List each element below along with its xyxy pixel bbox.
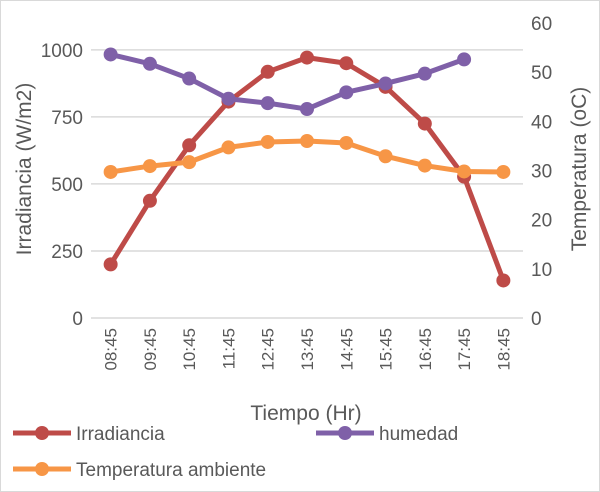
data-point xyxy=(221,91,236,106)
x-tick-label: 11:45 xyxy=(219,328,238,369)
x-tick-label: 16:45 xyxy=(416,328,435,371)
x-tick-label: 12:45 xyxy=(259,328,278,371)
data-point xyxy=(221,140,236,155)
data-point xyxy=(417,116,432,131)
data-point xyxy=(378,76,393,91)
data-point xyxy=(457,164,472,179)
data-point xyxy=(103,164,118,179)
data-point xyxy=(417,158,432,173)
legend-label: Irradiancia xyxy=(76,424,165,445)
y-tick-label-left: 250 xyxy=(51,242,83,263)
data-point xyxy=(496,164,511,179)
y-axis-title-right: Temperatura (oC) xyxy=(568,87,591,252)
data-point xyxy=(260,134,275,149)
data-point xyxy=(103,257,118,272)
data-point xyxy=(339,135,354,150)
data-point xyxy=(378,149,393,164)
x-tick-label: 18:45 xyxy=(494,328,513,371)
data-point xyxy=(260,64,275,79)
y-tick-label-left: 1000 xyxy=(41,41,83,62)
data-point xyxy=(496,273,511,288)
legend-marker xyxy=(338,426,352,440)
x-tick-label: 10:45 xyxy=(180,328,199,371)
y-tick-label-right: 0 xyxy=(531,309,542,330)
series-line-humedad xyxy=(110,52,465,112)
data-point xyxy=(339,56,354,71)
legend-marker xyxy=(35,462,49,476)
y-axis-title-left: Irradiancia (W/m2) xyxy=(13,83,36,256)
x-tick-label: 08:45 xyxy=(102,328,121,371)
x-tick-label: 15:45 xyxy=(377,328,396,371)
data-point xyxy=(260,96,275,111)
y-tick-label-right: 30 xyxy=(531,162,552,183)
data-point xyxy=(182,155,197,170)
y-tick-label-left: 750 xyxy=(51,108,83,129)
data-point xyxy=(300,134,314,148)
legend-marker xyxy=(35,426,49,440)
y-tick-label-right: 50 xyxy=(531,63,552,84)
data-point xyxy=(142,193,157,208)
y-tick-label-left: 0 xyxy=(72,309,83,330)
y-tick-label-right: 60 xyxy=(531,14,552,35)
x-tick-label: 13:45 xyxy=(298,328,317,371)
data-point xyxy=(300,102,314,117)
y-tick-label-left: 500 xyxy=(51,175,83,196)
data-point xyxy=(182,138,197,153)
x-tick-label: 17:45 xyxy=(455,328,474,371)
y-tick-label-right: 40 xyxy=(531,112,552,133)
legend: Irradiancia humedad Temperatura ambiente xyxy=(13,424,458,481)
y-tick-label-right: 10 xyxy=(531,260,552,281)
data-point xyxy=(300,50,314,65)
data-point xyxy=(182,71,197,86)
data-point xyxy=(103,47,118,62)
data-point xyxy=(339,85,354,100)
data-point xyxy=(417,66,432,81)
x-tick-label: 14:45 xyxy=(337,328,356,371)
x-tick-label: 09:45 xyxy=(141,328,160,371)
x-axis-title: Tiempo (Hr) xyxy=(250,402,361,425)
data-point xyxy=(142,56,157,71)
data-point xyxy=(142,159,157,174)
data-point xyxy=(457,52,472,67)
y-tick-label-right: 20 xyxy=(531,211,552,232)
legend-label: humedad xyxy=(379,424,458,445)
legend-label: Temperatura ambiente xyxy=(76,460,266,481)
